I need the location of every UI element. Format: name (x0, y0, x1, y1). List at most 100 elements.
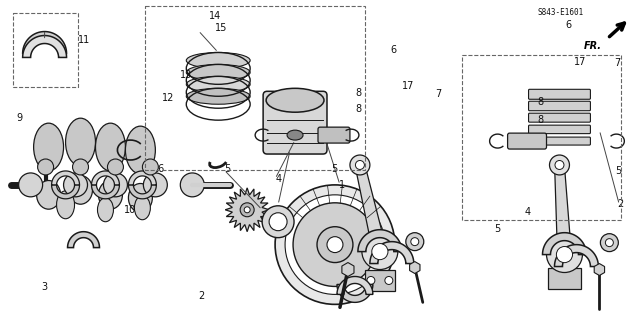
Text: 16: 16 (153, 164, 165, 174)
Circle shape (143, 173, 167, 197)
Text: 10: 10 (124, 205, 136, 215)
Polygon shape (554, 245, 598, 267)
Polygon shape (129, 171, 156, 185)
Polygon shape (355, 164, 387, 253)
Circle shape (275, 185, 395, 304)
Text: 6: 6 (390, 45, 396, 55)
Polygon shape (68, 232, 99, 248)
Text: 8: 8 (355, 88, 361, 98)
Circle shape (317, 227, 353, 263)
Circle shape (262, 206, 294, 238)
Polygon shape (92, 185, 120, 199)
Circle shape (355, 160, 364, 169)
FancyBboxPatch shape (318, 127, 350, 143)
Ellipse shape (287, 130, 303, 140)
Circle shape (411, 238, 419, 246)
Bar (461, 56, 621, 220)
Ellipse shape (134, 196, 150, 220)
FancyBboxPatch shape (508, 133, 547, 149)
Text: 5: 5 (332, 164, 338, 174)
Ellipse shape (266, 88, 324, 112)
Polygon shape (547, 268, 581, 289)
Circle shape (556, 247, 573, 263)
FancyBboxPatch shape (529, 101, 591, 111)
Polygon shape (337, 285, 373, 302)
Ellipse shape (68, 175, 93, 204)
Ellipse shape (129, 183, 152, 212)
Text: 13: 13 (180, 70, 192, 80)
Polygon shape (92, 171, 120, 185)
Text: 6: 6 (566, 19, 572, 30)
Text: FR.: FR. (584, 41, 602, 50)
Circle shape (547, 237, 582, 272)
FancyBboxPatch shape (529, 89, 591, 99)
Text: 3: 3 (41, 282, 47, 292)
Ellipse shape (56, 191, 74, 219)
Polygon shape (365, 270, 395, 292)
Polygon shape (225, 188, 269, 232)
Circle shape (350, 155, 370, 175)
Circle shape (600, 234, 618, 252)
FancyBboxPatch shape (263, 91, 327, 154)
Ellipse shape (186, 88, 250, 104)
Text: 11: 11 (77, 35, 90, 45)
Ellipse shape (34, 123, 63, 171)
Circle shape (605, 239, 613, 247)
Text: 7: 7 (614, 58, 620, 68)
Circle shape (555, 160, 564, 169)
Bar (13, 13, 77, 87)
Text: 14: 14 (209, 11, 221, 21)
Text: 17: 17 (402, 81, 414, 92)
Ellipse shape (97, 198, 113, 222)
Circle shape (269, 213, 287, 231)
Text: 4: 4 (524, 207, 531, 217)
Text: 8: 8 (537, 97, 543, 107)
Circle shape (327, 237, 343, 253)
Circle shape (142, 159, 158, 175)
Polygon shape (370, 242, 414, 263)
Circle shape (108, 159, 124, 175)
Circle shape (180, 173, 204, 197)
Bar (145, 6, 365, 170)
Text: 15: 15 (215, 23, 227, 33)
Polygon shape (358, 230, 402, 252)
Text: 1: 1 (339, 180, 346, 190)
Text: 2: 2 (617, 199, 623, 209)
Circle shape (550, 155, 570, 175)
Ellipse shape (186, 64, 250, 80)
Circle shape (19, 173, 43, 197)
Circle shape (406, 233, 424, 251)
Circle shape (240, 203, 254, 217)
Polygon shape (543, 233, 586, 255)
Polygon shape (555, 165, 572, 255)
Circle shape (244, 207, 250, 213)
FancyBboxPatch shape (529, 113, 591, 122)
Circle shape (38, 159, 54, 175)
Text: 5: 5 (615, 166, 621, 176)
Circle shape (367, 277, 375, 285)
Polygon shape (52, 185, 79, 199)
Ellipse shape (99, 181, 122, 209)
Circle shape (285, 195, 385, 294)
Circle shape (362, 234, 398, 270)
Polygon shape (129, 185, 156, 199)
Circle shape (63, 173, 88, 197)
Circle shape (385, 277, 393, 285)
Text: S843-E1601: S843-E1601 (537, 8, 584, 17)
Ellipse shape (36, 181, 61, 209)
Polygon shape (337, 277, 373, 294)
FancyBboxPatch shape (529, 125, 591, 134)
Ellipse shape (186, 52, 250, 68)
Text: 2: 2 (198, 291, 205, 301)
FancyBboxPatch shape (529, 137, 591, 145)
Text: 8: 8 (537, 115, 543, 125)
Circle shape (293, 203, 377, 286)
Circle shape (104, 173, 127, 197)
Text: 4: 4 (275, 174, 282, 183)
Text: 5: 5 (224, 164, 230, 174)
Ellipse shape (186, 76, 250, 92)
Ellipse shape (65, 118, 95, 166)
Ellipse shape (125, 126, 156, 174)
Text: 8: 8 (355, 104, 361, 114)
Circle shape (72, 159, 88, 175)
